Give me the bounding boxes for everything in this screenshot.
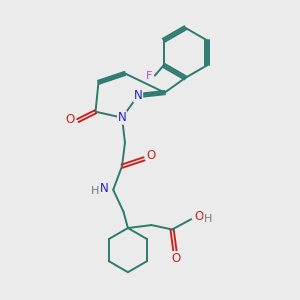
- Text: N: N: [100, 182, 109, 195]
- Text: O: O: [172, 252, 181, 265]
- Text: N: N: [118, 111, 126, 124]
- Text: O: O: [147, 149, 156, 162]
- Text: F: F: [146, 71, 152, 81]
- Text: H: H: [204, 214, 212, 224]
- Text: O: O: [194, 210, 203, 223]
- Text: H: H: [91, 186, 100, 196]
- Text: O: O: [66, 112, 75, 126]
- Text: N: N: [134, 89, 142, 102]
